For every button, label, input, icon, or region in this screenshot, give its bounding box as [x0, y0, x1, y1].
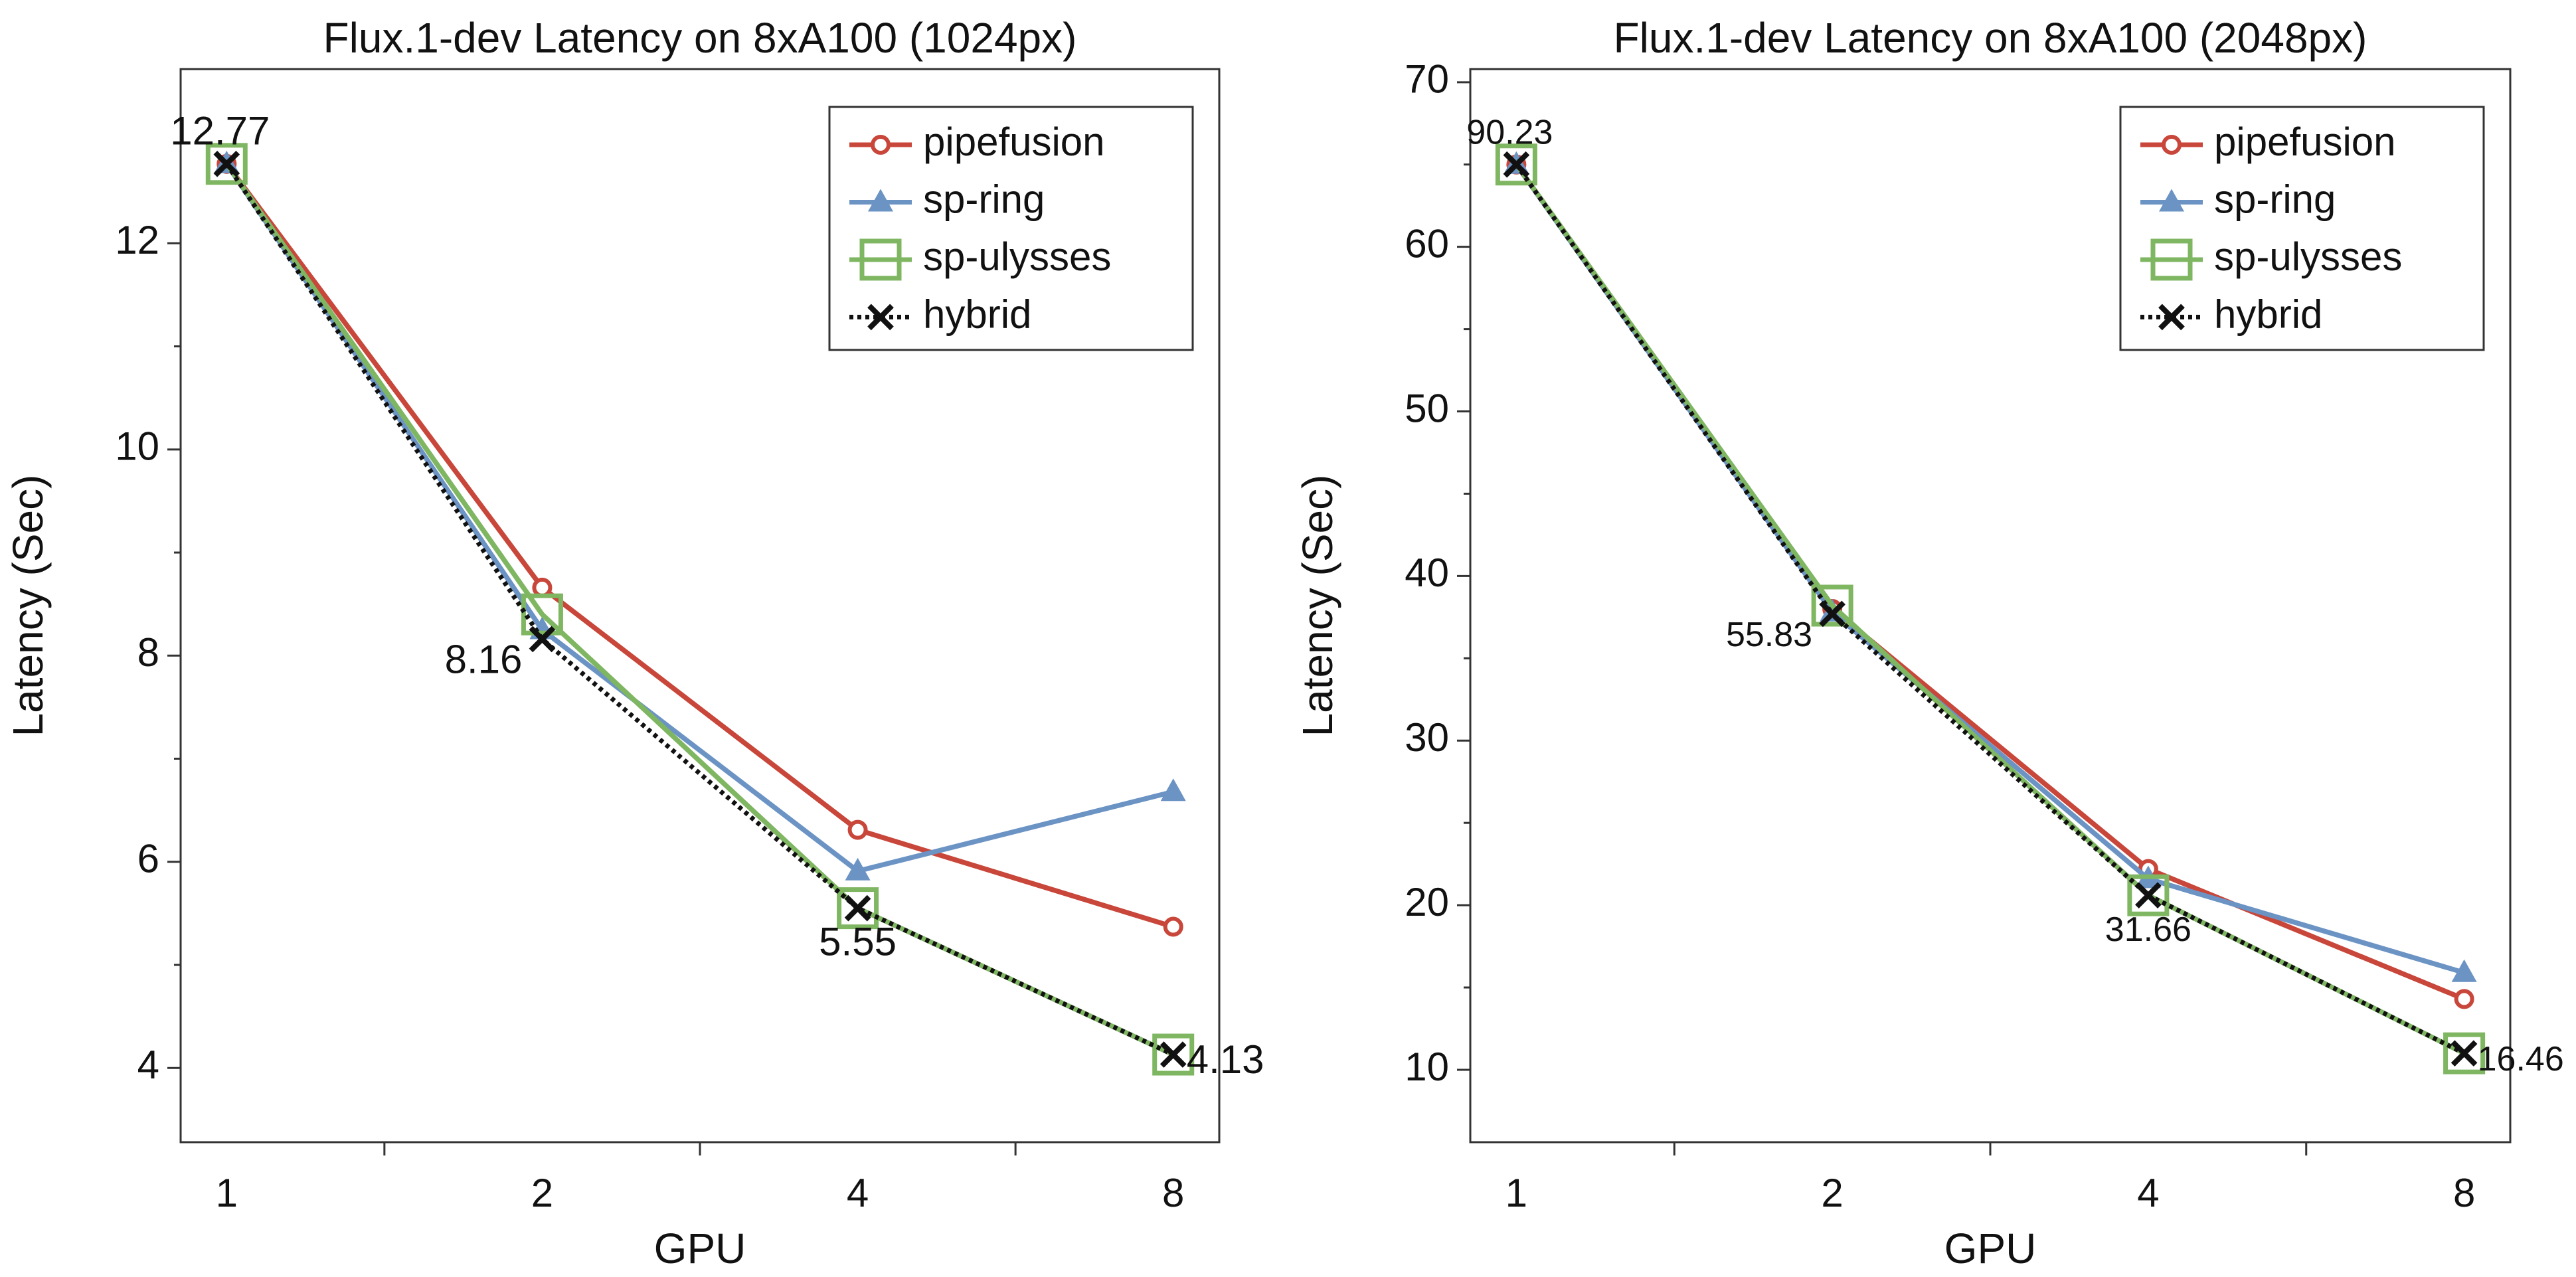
data-label: 8.16: [445, 637, 523, 681]
legend-label: sp-ulysses: [2214, 234, 2402, 279]
series-line: [224, 162, 1174, 874]
series-line: [1514, 163, 2466, 1056]
marker: [1160, 778, 1186, 802]
x-tick-label: 1: [1505, 1171, 1527, 1215]
y-tick-label: 70: [1405, 57, 1449, 102]
x-tick-label: 1: [216, 1171, 238, 1215]
x-tick-label: 4: [2137, 1171, 2159, 1215]
series-line: [224, 162, 1174, 930]
legend-marker: [868, 189, 893, 212]
x-tick-label: 8: [1162, 1171, 1184, 1215]
marker: [1152, 1033, 1195, 1076]
legend-label: sp-ring: [923, 177, 1045, 221]
x-axis-label: GPU: [1944, 1225, 2037, 1272]
marker: [213, 150, 240, 177]
legend-label: hybrid: [2214, 292, 2322, 336]
marker: [837, 887, 879, 930]
x-tick-label: 4: [847, 1171, 869, 1215]
y-tick-label: 6: [137, 837, 159, 881]
marker: [1503, 151, 1530, 178]
data-label: 12.77: [170, 109, 270, 153]
data-label: 5.55: [819, 919, 897, 964]
legend-marker: [2158, 303, 2185, 331]
marker: [845, 857, 871, 881]
marker: [2454, 989, 2474, 1009]
marker: [1819, 600, 1846, 628]
legend-marker: [2162, 135, 2182, 155]
marker: [1811, 584, 1853, 627]
legend-marker: [871, 135, 891, 155]
marker: [2451, 959, 2477, 982]
x-axis-label: GPU: [654, 1225, 746, 1272]
x-tick-label: 8: [2453, 1171, 2475, 1215]
data-label: 4.13: [1187, 1037, 1264, 1082]
data-label: 55.83: [1726, 616, 1812, 654]
data-label: 90.23: [1466, 113, 1553, 151]
y-tick-label: 60: [1405, 222, 1449, 266]
legend-label: sp-ring: [2214, 177, 2336, 221]
marker: [2127, 874, 2170, 916]
marker: [521, 593, 563, 636]
y-axis-label: Latency (Sec): [1294, 475, 1341, 737]
y-axis-label: Latency (Sec): [4, 475, 52, 737]
legend-marker: [859, 238, 902, 281]
legend-label: sp-ulysses: [923, 234, 1111, 279]
marker: [205, 143, 248, 185]
marker: [847, 819, 868, 840]
y-tick-label: 40: [1405, 551, 1449, 595]
y-tick-label: 12: [115, 218, 159, 262]
legend-label: pipefusion: [923, 120, 1105, 164]
marker: [1495, 143, 1537, 186]
marker: [1163, 916, 1183, 937]
y-tick-label: 50: [1405, 386, 1449, 430]
marker: [2450, 1040, 2478, 1066]
y-tick-label: 10: [115, 424, 159, 469]
legend-marker: [867, 303, 894, 331]
legend-label: hybrid: [923, 292, 1031, 336]
marker: [2135, 882, 2162, 909]
legend-label: pipefusion: [2214, 120, 2396, 164]
legend-marker: [2150, 238, 2193, 281]
y-tick-label: 4: [137, 1043, 159, 1087]
legend-marker: [2159, 189, 2184, 212]
data-label: 16.46: [2478, 1040, 2564, 1078]
x-tick-label: 2: [531, 1171, 553, 1215]
marker: [2443, 1032, 2486, 1074]
data-label: 31.66: [2105, 910, 2191, 949]
y-tick-label: 30: [1405, 715, 1449, 760]
series-line: [224, 162, 1175, 1057]
y-tick-label: 8: [137, 630, 159, 675]
chart-title: Flux.1-dev Latency on 8xA100 (2048px): [1614, 14, 2367, 62]
x-tick-label: 2: [1821, 1171, 1843, 1215]
chart-title: Flux.1-dev Latency on 8xA100 (1024px): [323, 14, 1077, 62]
marker: [844, 894, 871, 922]
marker: [1159, 1041, 1187, 1068]
y-tick-label: 10: [1405, 1045, 1449, 1089]
y-tick-label: 20: [1405, 880, 1449, 924]
marker: [529, 626, 556, 653]
marker: [532, 577, 553, 598]
